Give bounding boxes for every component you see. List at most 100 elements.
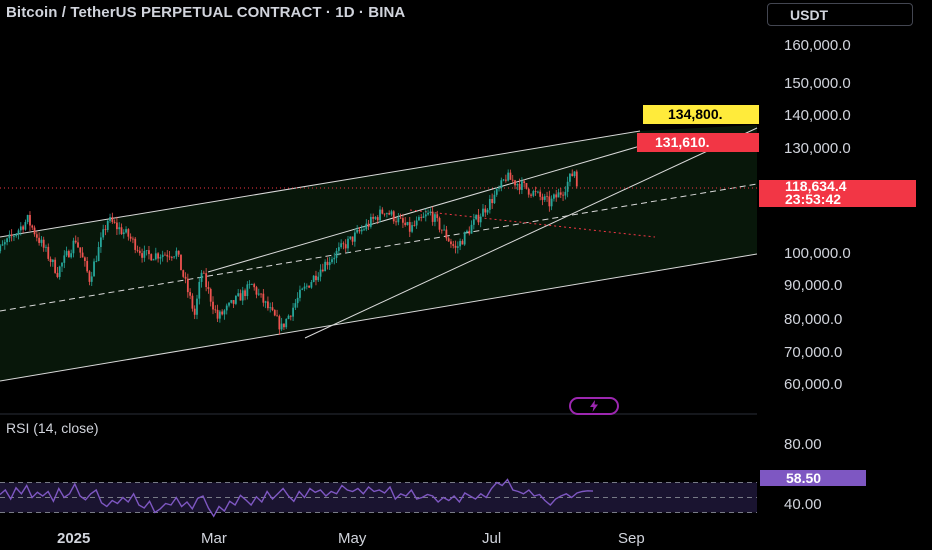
candle: [209, 289, 212, 302]
candle: [376, 217, 379, 221]
candle: [196, 298, 198, 315]
candle: [77, 242, 79, 248]
candle: [198, 281, 201, 299]
candle: [379, 209, 381, 221]
lightning-button[interactable]: [569, 397, 619, 415]
candle: [434, 214, 436, 222]
candle: [271, 307, 274, 311]
candle: [518, 183, 521, 190]
candle: [35, 234, 38, 238]
candle: [182, 270, 185, 277]
candle: [177, 250, 180, 255]
candle: [262, 293, 265, 303]
candle: [374, 217, 377, 219]
candle: [340, 243, 343, 248]
candle: [450, 241, 452, 245]
candle: [351, 236, 354, 242]
rsi-value-tag: 58.50: [760, 470, 866, 486]
time-tick: May: [338, 530, 367, 547]
candle: [10, 234, 13, 237]
candle: [154, 253, 157, 260]
candle: [388, 213, 391, 215]
candle: [191, 295, 194, 309]
candle: [31, 225, 34, 228]
candle: [532, 191, 535, 196]
price-tick: 160,000.0: [784, 37, 851, 54]
candle: [349, 236, 352, 239]
price-tick: 60,000.0: [784, 376, 843, 393]
candle: [445, 229, 448, 239]
candle: [472, 219, 475, 225]
candle: [372, 216, 375, 219]
candle: [1, 244, 4, 246]
candle: [278, 316, 281, 330]
candle: [537, 191, 539, 193]
candle: [294, 303, 297, 308]
candle: [228, 302, 230, 306]
price-tick: 80,000.0: [784, 311, 843, 328]
candle: [145, 250, 148, 252]
candle: [225, 305, 228, 311]
candle: [337, 247, 340, 251]
candle: [79, 247, 82, 253]
candle: [569, 173, 571, 182]
wedge-lower-line: [304, 127, 758, 339]
candle: [19, 226, 22, 231]
candle: [470, 224, 473, 234]
rsi-line: [0, 478, 594, 518]
candle: [317, 276, 320, 281]
candle: [246, 284, 249, 297]
candle: [264, 301, 267, 303]
candle: [125, 229, 127, 233]
candle: [415, 220, 418, 226]
candle: [129, 236, 132, 239]
channel-midline: [0, 183, 758, 312]
candle: [102, 229, 105, 238]
candle: [553, 194, 555, 199]
candle: [200, 272, 203, 282]
candle: [22, 226, 25, 230]
currency-button[interactable]: USDT: [767, 3, 913, 26]
candle: [45, 246, 47, 248]
candle: [504, 179, 507, 181]
candle: [358, 229, 361, 232]
candle: [502, 179, 505, 181]
candle: [40, 239, 43, 243]
candle: [534, 191, 537, 192]
candle: [454, 245, 457, 248]
candle: [344, 244, 347, 249]
candle: [161, 254, 164, 258]
candle: [180, 254, 182, 271]
candle: [168, 256, 171, 258]
resistance-line: [409, 209, 656, 238]
candle: [134, 238, 137, 250]
candle: [559, 192, 562, 195]
candle: [500, 180, 503, 188]
channel-fill: [0, 125, 757, 381]
rsi-indicator-label[interactable]: RSI (14, close): [6, 420, 99, 436]
time-tick: 2025: [57, 530, 91, 547]
candle: [93, 261, 95, 277]
candle: [507, 172, 510, 181]
candle: [427, 212, 429, 215]
candle: [365, 223, 368, 230]
candle: [443, 229, 445, 231]
candle: [86, 260, 89, 272]
high-price-marker: 134,800.: [643, 105, 759, 124]
candle: [104, 229, 107, 231]
candle: [223, 310, 226, 315]
candle: [166, 254, 169, 257]
candle: [527, 188, 530, 195]
candle: [287, 315, 290, 319]
candle: [70, 253, 73, 258]
candle: [205, 273, 208, 288]
candle: [335, 250, 338, 258]
candle: [95, 261, 98, 262]
wedge-upper-line: [207, 145, 641, 273]
candle: [397, 217, 400, 223]
candle: [356, 229, 359, 233]
candle: [477, 214, 480, 223]
candle: [230, 300, 233, 303]
candle: [539, 191, 542, 197]
